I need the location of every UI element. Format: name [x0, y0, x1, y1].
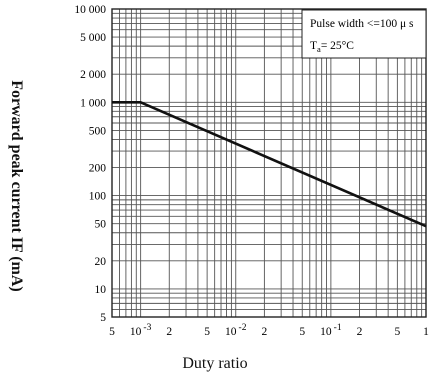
y-tick-label: 1 000 — [80, 97, 106, 109]
y-tick-labels: 10 000 5 000 2 000 1 000 500 200 100 50 20 10 5 — [74, 4, 106, 324]
y-tick-label: 10 — [95, 284, 107, 296]
x-tick-label: 5 — [299, 326, 305, 338]
x-tick-label: 5 — [109, 326, 115, 338]
annotation-temp-subscript: a — [317, 44, 321, 54]
grid-lines — [111, 8, 427, 318]
y-tick-label: 500 — [89, 125, 107, 137]
y-tick-label: 2 000 — [80, 69, 106, 81]
x-axis-label: Duty ratio — [182, 355, 248, 372]
x-tick-exponent: -3 — [143, 323, 151, 333]
x-tick-label: 2 — [262, 326, 268, 338]
x-tick-base: 10 — [320, 326, 332, 338]
series-line — [112, 101, 427, 228]
annotation-box: Pulse width <=100 μ s Ta= 25°C — [301, 9, 427, 59]
y-tick-label: 20 — [95, 256, 107, 268]
annotation-box-frame — [301, 9, 427, 59]
x-tick-label: 5 — [204, 326, 210, 338]
x-tick-label: 10 -3 — [130, 323, 152, 338]
annotation-temperature: Ta= 25°C — [310, 40, 354, 54]
y-tick-label: 200 — [89, 163, 107, 175]
x-tick-label: 1 — [423, 326, 429, 338]
series-group — [112, 101, 427, 228]
y-tick-label: 5 000 — [80, 32, 106, 44]
x-tick-label: 2 — [166, 326, 172, 338]
annotation-temp-value: = 25°C — [321, 40, 354, 52]
x-tick-exponent: -2 — [239, 323, 247, 333]
y-tick-label: 10 000 — [74, 4, 106, 16]
x-tick-labels: 5 10 -3 2 5 10 -2 2 5 10 -1 2 5 1 — [109, 323, 429, 338]
x-tick-label: 10 -2 — [225, 323, 247, 338]
annotation-pulse-width: Pulse width <=100 μ s — [310, 18, 414, 30]
y-tick-label: 50 — [95, 219, 107, 231]
y-tick-label: 5 — [100, 312, 106, 324]
x-tick-label: 2 — [357, 326, 363, 338]
plot-frame — [111, 8, 427, 318]
annotation-temp-symbol: T — [310, 40, 317, 52]
x-tick-base: 10 — [225, 326, 237, 338]
y-tick-label: 100 — [89, 191, 107, 203]
x-tick-label: 5 — [394, 326, 400, 338]
x-tick-exponent: -1 — [334, 323, 342, 333]
x-tick-base: 10 — [130, 326, 142, 338]
x-tick-label: 10 -1 — [320, 323, 342, 338]
